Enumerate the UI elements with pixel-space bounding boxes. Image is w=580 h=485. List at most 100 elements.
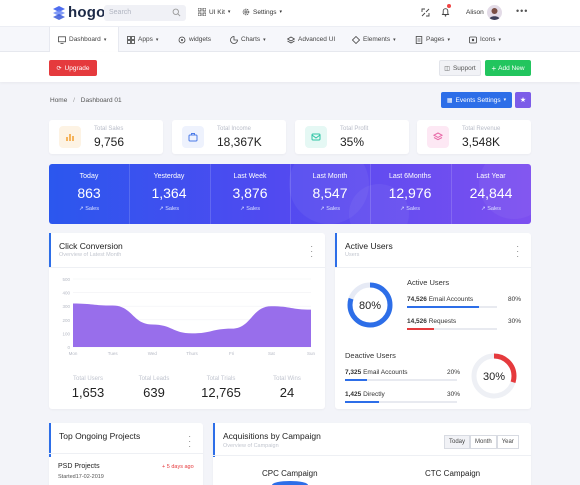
card-title: Click Conversion	[59, 241, 123, 251]
monitor-icon	[58, 35, 66, 44]
progress-track	[345, 401, 457, 403]
support-label: Support	[452, 64, 476, 72]
banner-label: Yesterday	[153, 173, 185, 180]
card-menu-icon[interactable]: · · ·	[516, 242, 519, 261]
upgrade-button[interactable]: ⟳ Upgrade	[49, 60, 97, 76]
banner-divider	[290, 164, 291, 224]
breadcrumb: Home / Dashboard 01	[50, 97, 126, 104]
card-subtitle: Users	[345, 252, 360, 258]
add-new-label: Add New	[498, 64, 525, 72]
project-title[interactable]: PSD Projects	[58, 463, 100, 470]
chevron-down-icon: ▾	[503, 97, 507, 103]
row-number: 1,425	[345, 391, 362, 398]
stat-icon-box	[305, 126, 327, 148]
project-date: Started17-02-2019	[58, 474, 104, 480]
bell-icon[interactable]	[441, 7, 450, 17]
chevron-down-icon: ▾	[279, 9, 283, 15]
avatar[interactable]	[487, 5, 502, 20]
deactive-row: 1,425 Directly	[345, 391, 385, 398]
icons-icon	[469, 36, 477, 43]
stat-icon-box	[427, 126, 449, 148]
filter-today[interactable]: Today	[444, 435, 471, 449]
active-users-card: Active Users Users · · · 80% Active Users …	[335, 233, 531, 409]
banner-col-last-year: Last Year 24,844 ↗ Sales	[451, 164, 531, 224]
banner-sub: ↗ Sales	[451, 206, 531, 212]
card-title: Acquisitions by Campaign	[223, 431, 321, 441]
ring-progress	[471, 353, 517, 399]
card-menu-icon[interactable]: · · ·	[188, 432, 191, 451]
trend-icon: ↗	[79, 206, 86, 212]
nav-item-widgets[interactable]: widgets	[178, 27, 211, 52]
banner-label: Last 6Months	[388, 173, 432, 180]
nav-label: Pages	[426, 36, 445, 43]
y-tick-label: 400	[62, 291, 70, 296]
nav-label: Apps	[138, 36, 153, 43]
gear-icon	[242, 8, 250, 16]
row-percent: 80%	[508, 296, 522, 303]
kpi-label: Total Wins	[273, 376, 301, 382]
banner-col-last-week: Last Week 3,876 ↗ Sales	[210, 164, 290, 224]
banner-sub: ↗ Sales	[290, 206, 370, 212]
uikit-menu[interactable]: UI Kit ▾	[198, 8, 230, 16]
card-accent	[49, 423, 51, 457]
settings-menu[interactable]: Settings ▾	[242, 8, 282, 16]
chevron-down-icon: ▾	[263, 36, 266, 43]
row-label: Directly	[363, 391, 385, 398]
support-button[interactable]: ◫ Support	[439, 60, 481, 76]
fullscreen-icon[interactable]	[421, 8, 430, 17]
add-new-button[interactable]: + Add New	[485, 60, 531, 76]
y-tick-label: 500	[62, 277, 70, 282]
nav-item-charts[interactable]: Charts ▾	[230, 27, 266, 52]
stat-icon-box	[182, 126, 204, 148]
click-conversion-card: Click Conversion Overview of Latest Mont…	[49, 233, 325, 409]
banner-value: 12,976	[388, 185, 432, 201]
banner-sub-label: Sales	[487, 206, 501, 212]
events-settings-button[interactable]: ▦ Events Settings ▾	[441, 92, 512, 108]
campaign-cpc-ring	[272, 481, 308, 485]
upgrade-label: Upgrade	[64, 64, 90, 72]
brand-logo[interactable]: hogo	[53, 4, 105, 21]
row-number: 74,526	[407, 296, 427, 303]
nav-item-icons[interactable]: Icons ▾	[469, 27, 501, 52]
main-nav: Dashboard ▾ Apps ▾ widgets Charts ▾ Adva…	[0, 27, 580, 52]
kpi-value: 1,653	[71, 385, 105, 400]
card-subtitle: Overview of Campaign	[223, 443, 279, 449]
chevron-down-icon: ▾	[155, 36, 159, 43]
acquisitions-card: Acquisitions by Campaign Overview of Cam…	[213, 423, 531, 485]
nav-item-apps[interactable]: Apps ▾	[127, 27, 158, 52]
nav-item-advanced-ui[interactable]: Advanced UI	[287, 27, 335, 52]
banner-sub-label: Sales	[85, 206, 99, 212]
more-options-icon[interactable]: •••	[516, 6, 529, 16]
ring-text: 80%	[359, 300, 381, 312]
refresh-icon: ⟳	[56, 65, 62, 72]
trend-icon: ↗	[240, 206, 247, 212]
banner-col-last-6months: Last 6Months 12,976 ↗ Sales	[370, 164, 450, 224]
banner-value: 24,844	[469, 185, 513, 201]
nav-label: Icons	[480, 36, 496, 43]
filter-month[interactable]: Month	[470, 435, 497, 449]
x-tick-label: Sun	[307, 351, 316, 356]
nav-item-elements[interactable]: Elements ▾	[352, 27, 396, 52]
breadcrumb-home[interactable]: Home	[50, 97, 68, 104]
plus-icon: +	[491, 63, 497, 73]
deactive-row: 7,325 Email Accounts	[345, 369, 408, 376]
banner-value: 1,364	[151, 185, 187, 201]
widget-icon	[178, 36, 186, 43]
banner-sub-label: Sales	[406, 206, 420, 212]
banner-value: 3,876	[232, 185, 268, 201]
nav-item-pages[interactable]: Pages ▾	[415, 27, 450, 52]
filter-year[interactable]: Year	[496, 435, 519, 449]
favorite-button[interactable]: ★	[515, 92, 531, 108]
project-due: + 5 days ago	[162, 464, 194, 470]
grid-icon	[198, 8, 206, 16]
logo-icon	[53, 5, 65, 20]
card-menu-icon[interactable]: · · ·	[310, 242, 313, 261]
row-number: 14,526	[407, 318, 427, 325]
user-name[interactable]: Alison	[466, 9, 484, 16]
click-conversion-chart: 0 100 200 300 400 500 Mon Tues Wed Thurs Fri Sat Sun	[62, 277, 316, 356]
banner-divider	[370, 164, 371, 224]
nav-item-dashboard[interactable]: Dashboard ▾	[49, 27, 119, 52]
layers-icon	[287, 36, 295, 43]
search-input[interactable]: Search	[104, 5, 186, 21]
search-icon[interactable]	[172, 8, 181, 17]
